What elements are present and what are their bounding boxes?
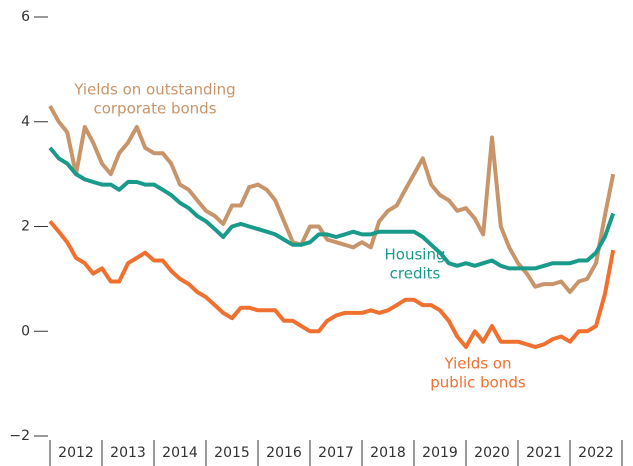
- series-label: credits: [390, 265, 441, 283]
- x-tick-label: 2016: [266, 445, 302, 461]
- series-line: [48, 220, 616, 349]
- x-tick-label: 2013: [110, 445, 146, 461]
- series-label: public bonds: [430, 374, 526, 392]
- y-tick-label: 4: [21, 114, 30, 130]
- series-label: Yields on: [444, 355, 512, 373]
- series-line: [48, 105, 616, 294]
- x-tick-label: 2018: [370, 445, 406, 461]
- x-tick-label: 2017: [318, 445, 354, 461]
- y-tick-label: 6: [21, 9, 30, 25]
- y-tick-label: 2: [21, 219, 30, 235]
- y-tick-label: 0: [21, 323, 30, 339]
- series-label: corporate bonds: [93, 100, 216, 118]
- x-tick-label: 2022: [578, 445, 614, 461]
- x-tick-label: 2021: [526, 445, 562, 461]
- x-tick-label: 2014: [162, 445, 198, 461]
- series-label: Housing: [385, 246, 446, 264]
- series-line: [48, 146, 616, 271]
- x-tick-label: 2020: [474, 445, 510, 461]
- x-tick-label: 2019: [422, 445, 458, 461]
- y-tick-label: −2: [9, 428, 30, 444]
- x-tick-label: 2012: [58, 445, 94, 461]
- series-label: Yields on outstanding: [73, 81, 235, 99]
- x-tick-label: 2015: [214, 445, 250, 461]
